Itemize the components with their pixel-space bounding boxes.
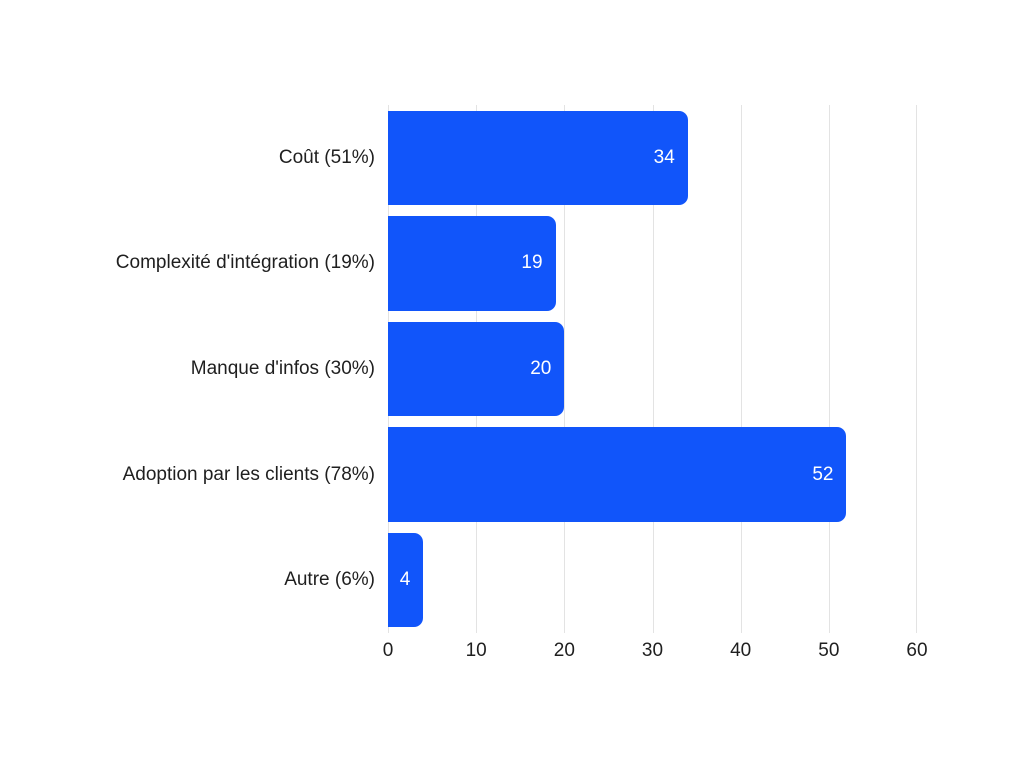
gridline bbox=[652, 105, 654, 633]
bar-value-label: 4 bbox=[399, 569, 411, 591]
bar-value-label: 34 bbox=[653, 146, 675, 168]
bar-row: Autre (6%) 4 bbox=[284, 527, 917, 633]
gridline bbox=[828, 105, 830, 633]
x-axis: 0 10 20 30 40 50 60 bbox=[383, 633, 928, 663]
bar-row: Complexité d'intégration (19%) 19 bbox=[116, 211, 917, 317]
gridline bbox=[564, 105, 566, 633]
bar-value-label: 19 bbox=[521, 252, 543, 274]
category-label: Adoption par les clients (78%) bbox=[122, 463, 375, 485]
x-axis-tick-label: 40 bbox=[730, 640, 752, 661]
bar: 4 bbox=[388, 532, 424, 628]
bar-value-label: 20 bbox=[530, 357, 552, 379]
category-label: Coût (51%) bbox=[278, 146, 375, 168]
bar: 19 bbox=[388, 216, 556, 311]
bar-row: Manque d'infos (30%) 20 bbox=[191, 316, 917, 422]
bar: 34 bbox=[388, 110, 688, 205]
bar-rows: Coût (51%) 34 Complexité d'intégration (… bbox=[116, 105, 917, 633]
x-axis-tick-label: 20 bbox=[553, 640, 575, 661]
gridline bbox=[916, 105, 917, 633]
x-axis-tick-label: 10 bbox=[465, 640, 487, 661]
x-axis-tick-label: 0 bbox=[382, 640, 394, 661]
gridline bbox=[740, 105, 742, 633]
bar: 20 bbox=[388, 321, 565, 417]
bar-value-label: 52 bbox=[812, 463, 834, 485]
category-label: Manque d'infos (30%) bbox=[190, 357, 375, 379]
plot-area: Coût (51%) 34 Complexité d'intégration (… bbox=[116, 105, 928, 661]
x-axis-tick-label: 60 bbox=[906, 640, 928, 661]
x-axis-tick-label: 30 bbox=[641, 640, 664, 661]
category-label: Autre (6%) bbox=[284, 569, 375, 591]
category-label: Complexité d'intégration (19%) bbox=[115, 252, 375, 274]
bar: 52 bbox=[388, 427, 847, 522]
bar-row: Adoption par les clients (78%) 52 bbox=[123, 422, 917, 528]
bar-row: Coût (51%) 34 bbox=[279, 105, 917, 211]
x-axis-tick-label: 50 bbox=[818, 640, 840, 661]
